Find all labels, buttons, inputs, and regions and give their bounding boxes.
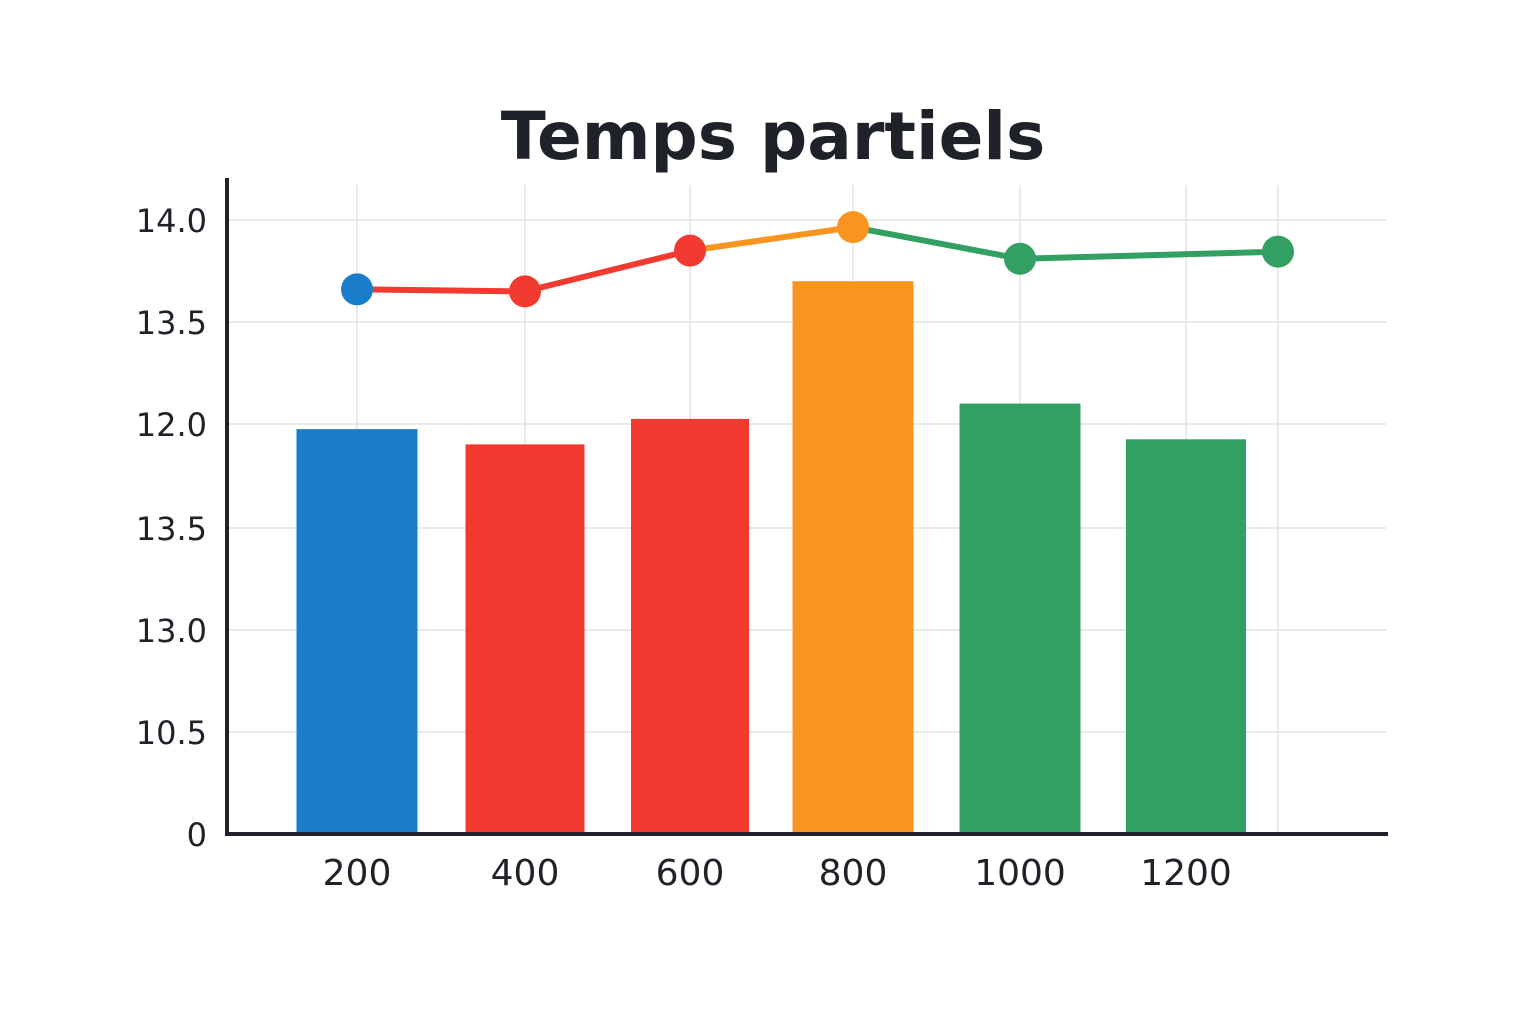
x-tick-label: 400	[491, 853, 560, 894]
x-tick-label: 600	[656, 853, 725, 894]
y-tick-label: 13.0	[136, 612, 207, 650]
line-segment	[522, 247, 693, 295]
x-tick-label: 1200	[1140, 853, 1232, 894]
bar-200	[296, 429, 418, 834]
line-point-400	[509, 275, 541, 308]
y-tick-label: 13.5	[136, 304, 207, 342]
x-tick-label: 200	[323, 853, 392, 894]
line-point-800	[837, 211, 869, 244]
bar-400	[465, 444, 585, 834]
y-tick-label: 14.0	[136, 202, 207, 240]
bar-1200	[1126, 439, 1246, 834]
line-segment	[850, 224, 1023, 262]
line-segment	[354, 286, 528, 295]
bar-1000	[959, 403, 1081, 834]
line-point-1200+	[1262, 235, 1294, 268]
line-point-200	[341, 273, 373, 306]
bar-800	[792, 281, 914, 834]
y-tick-labels: 0 10.5 13.0 13.5 12.0 13.5 14.0	[136, 202, 207, 854]
axes	[225, 178, 1388, 836]
line-segment	[687, 224, 856, 254]
bars	[296, 281, 1246, 834]
y-tick-label: 10.5	[136, 714, 207, 752]
x-tick-labels: 200 400 600 800 1000 1200	[323, 853, 1232, 894]
line-series	[341, 211, 1294, 308]
line-segment	[1017, 248, 1281, 262]
y-tick-label: 0	[187, 816, 207, 854]
line-point-600	[674, 234, 706, 267]
chart-title: Temps partiels	[500, 98, 1046, 175]
y-tick-label: 12.0	[136, 406, 207, 444]
bar-600	[631, 418, 749, 834]
y-tick-label: 13.5	[136, 510, 207, 548]
x-tick-label: 800	[819, 853, 888, 894]
line-point-1000	[1004, 242, 1036, 275]
x-tick-label: 1000	[974, 853, 1066, 894]
